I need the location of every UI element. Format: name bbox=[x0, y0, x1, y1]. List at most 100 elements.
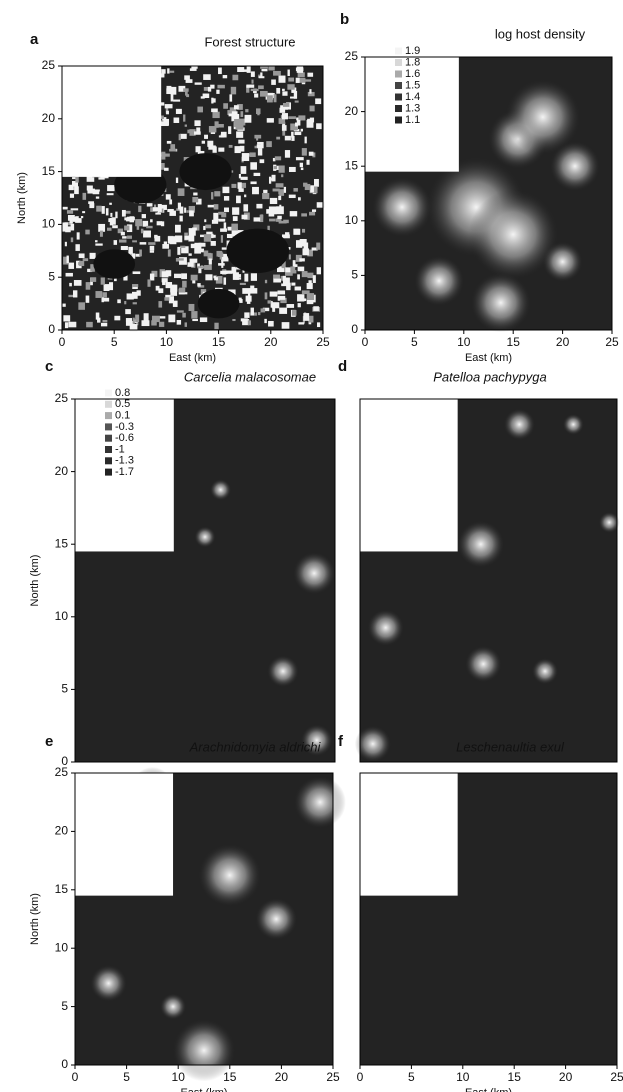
texture bbox=[214, 277, 218, 281]
y-tick-label: 10 bbox=[345, 213, 359, 227]
texture bbox=[280, 275, 285, 281]
texture bbox=[132, 291, 138, 299]
texture bbox=[274, 165, 283, 170]
texture bbox=[260, 308, 266, 313]
texture bbox=[166, 140, 172, 144]
texture bbox=[176, 319, 182, 325]
texture bbox=[63, 256, 69, 265]
texture bbox=[278, 220, 287, 224]
texture bbox=[299, 162, 304, 168]
texture bbox=[256, 108, 261, 115]
texture bbox=[254, 134, 262, 139]
texture bbox=[154, 204, 157, 210]
y-tick-label: 0 bbox=[61, 754, 68, 768]
texture bbox=[178, 85, 186, 92]
texture bbox=[197, 285, 205, 288]
y-tick-label: 0 bbox=[351, 322, 358, 336]
legend-swatch bbox=[395, 116, 402, 124]
texture bbox=[261, 69, 268, 72]
texture bbox=[78, 302, 85, 310]
texture bbox=[291, 131, 294, 138]
texture bbox=[177, 202, 181, 210]
texture bbox=[220, 270, 228, 274]
texture bbox=[173, 99, 181, 102]
legend-swatch bbox=[105, 400, 112, 408]
y-tick-label: 15 bbox=[55, 882, 69, 896]
y-axis-label: North (km) bbox=[16, 172, 28, 224]
texture bbox=[75, 174, 79, 183]
texture bbox=[167, 236, 176, 244]
texture bbox=[143, 230, 151, 238]
texture bbox=[294, 286, 301, 291]
masked-area bbox=[75, 399, 174, 552]
texture bbox=[158, 316, 166, 319]
texture bbox=[211, 192, 214, 200]
texture bbox=[234, 211, 239, 215]
x-tick-label: 25 bbox=[326, 1070, 340, 1084]
texture bbox=[158, 321, 165, 327]
texture bbox=[234, 146, 241, 154]
texture bbox=[192, 319, 198, 322]
texture bbox=[149, 273, 155, 281]
texture bbox=[297, 266, 305, 272]
x-tick-label: 20 bbox=[556, 335, 570, 349]
texture bbox=[125, 309, 131, 315]
texture bbox=[191, 66, 198, 69]
texture bbox=[372, 177, 432, 237]
texture bbox=[242, 319, 250, 326]
texture bbox=[276, 87, 281, 94]
frame bbox=[74, 398, 336, 763]
texture bbox=[288, 116, 296, 119]
texture bbox=[300, 128, 303, 132]
texture bbox=[284, 135, 291, 141]
legend-label: 1.6 bbox=[405, 68, 420, 80]
texture bbox=[301, 290, 310, 295]
texture bbox=[65, 272, 73, 277]
texture bbox=[253, 217, 261, 222]
texture bbox=[236, 131, 244, 138]
legend-swatch bbox=[395, 47, 402, 55]
heatmap-panel bbox=[359, 772, 618, 1066]
texture bbox=[231, 111, 238, 115]
texture bbox=[262, 307, 270, 312]
texture bbox=[189, 210, 194, 217]
texture bbox=[306, 299, 314, 305]
texture bbox=[118, 239, 127, 243]
texture bbox=[264, 279, 268, 284]
texture bbox=[283, 277, 290, 285]
texture bbox=[238, 118, 246, 126]
texture bbox=[105, 208, 109, 216]
texture bbox=[184, 75, 190, 80]
x-tick-label: 20 bbox=[275, 1070, 289, 1084]
texture bbox=[290, 96, 295, 99]
texture bbox=[550, 141, 600, 191]
texture bbox=[152, 207, 161, 212]
texture bbox=[307, 91, 315, 97]
texture bbox=[72, 216, 77, 222]
texture bbox=[264, 292, 268, 300]
legend-swatch bbox=[395, 59, 402, 66]
texture bbox=[67, 215, 75, 221]
texture bbox=[175, 108, 182, 114]
texture bbox=[71, 181, 79, 187]
x-axis-label: East (km) bbox=[465, 352, 512, 364]
texture bbox=[221, 253, 227, 260]
texture bbox=[179, 153, 232, 191]
texture bbox=[281, 125, 287, 131]
texture bbox=[228, 144, 233, 148]
texture bbox=[238, 188, 244, 192]
texture bbox=[311, 209, 317, 212]
texture bbox=[162, 280, 166, 286]
texture bbox=[223, 277, 227, 285]
y-tick-label: 25 bbox=[42, 58, 56, 72]
texture bbox=[316, 123, 322, 130]
texture bbox=[250, 307, 254, 316]
texture bbox=[282, 275, 286, 282]
texture bbox=[70, 208, 79, 211]
texture bbox=[170, 289, 178, 296]
texture bbox=[102, 297, 110, 302]
texture bbox=[273, 278, 282, 283]
texture bbox=[294, 100, 299, 103]
texture bbox=[87, 188, 95, 194]
texture bbox=[226, 228, 290, 273]
